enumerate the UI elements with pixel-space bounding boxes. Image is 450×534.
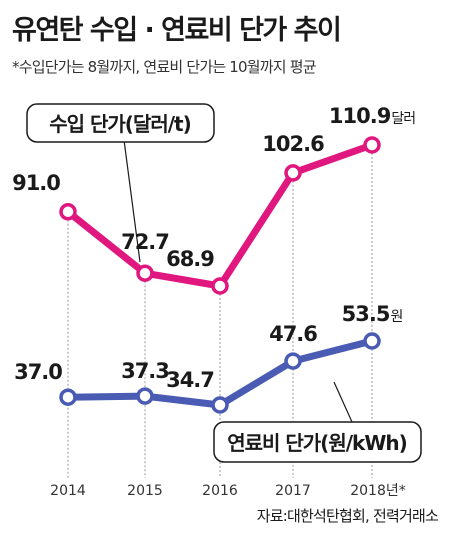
fuel-callout-pointer [333,381,353,423]
fuel-callout-box [213,421,422,463]
data-point-s1-3 [284,352,302,370]
fuel-cost-points [59,332,381,414]
import-callout-pointer [123,139,141,263]
import-price-points [59,136,381,295]
data-point-s1-2 [211,396,229,414]
data-label-s0-3: 102.6 [262,132,324,156]
import-callout-label: 수입 단가(달러/t) [49,112,191,136]
source-note: 자료:대한석탄협회, 전력거래소 [256,507,439,525]
data-label-s1-2: 34.7 [166,368,214,392]
fuel-callout-label: 연료비 단가(원/kWh) [227,431,407,455]
data-label-s0-4: 110.9달러 [329,104,415,128]
data-point-s0-1 [136,264,154,282]
x-tick-label-4: 2018년* [350,483,406,499]
chart-title: 유연탄 수입 · 연료비 단가 추이 [12,15,342,46]
data-label-s1-1: 37.3 [121,359,169,383]
import-price-line-group [64,141,376,290]
import-callout-box [26,103,215,143]
data-point-s0-0 [59,203,77,221]
unit-label-s1: 원 [390,309,402,325]
series-line-0 [64,141,376,290]
data-label-s0-1: 72.7 [121,230,169,254]
data-point-s0-2 [211,277,229,295]
series-callouts: 수입 단가(달러/t) 연료비 단가(원/kWh) [26,103,422,463]
data-label-s1-0: 37.0 [14,360,62,384]
data-point-s0-3 [284,164,302,182]
data-point-s0-4 [363,136,381,154]
data-label-s1-3: 47.6 [269,322,317,346]
x-tick-label-1: 2015 [127,483,163,499]
data-point-s1-0 [59,388,77,406]
data-point-s1-4 [363,332,381,350]
x-tick-label-2: 2016 [202,483,238,499]
data-label-s0-2: 68.9 [166,247,214,271]
data-label-s1-4: 53.5원 [342,302,403,326]
chart-subtitle: *수입단가는 8월까지, 연료비 단가는 10월까지 평균 [12,58,317,76]
data-label-s0-0: 91.0 [12,171,60,195]
x-tick-label-0: 2014 [50,483,86,499]
x-tick-label-3: 2017 [275,483,311,499]
unit-label-s0: 달러 [391,111,415,127]
x-axis-labels: 2014 2015 2016 2017 2018년* [50,483,406,499]
data-point-s1-1 [136,387,154,405]
